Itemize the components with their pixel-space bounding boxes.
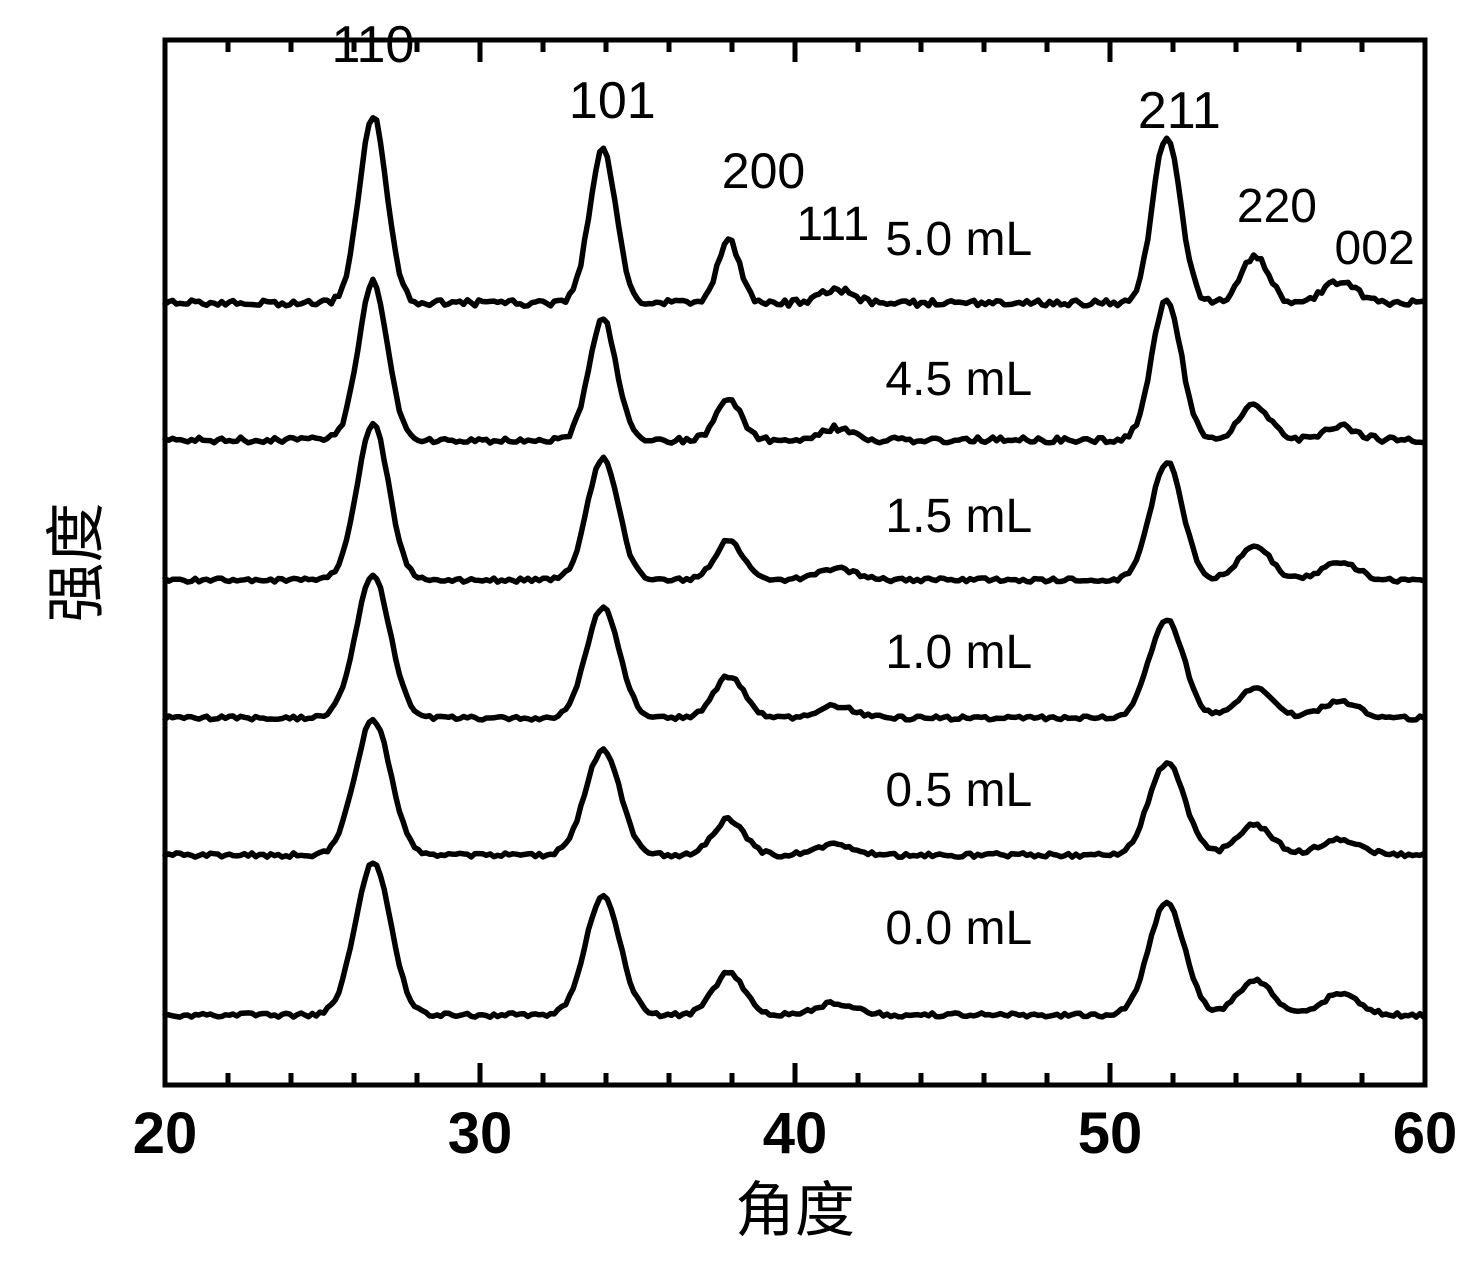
peak-label: 111 [796, 198, 869, 251]
y-axis-title: 强度 [43, 503, 110, 623]
series-label: 5.0 mL [885, 213, 1032, 266]
peak-label: 110 [331, 16, 414, 74]
series-label: 0.0 mL [885, 902, 1032, 955]
series-label: 4.5 mL [885, 353, 1032, 406]
series-trace [165, 720, 1424, 858]
x-tick-label: 50 [1078, 1101, 1143, 1166]
xrd-chart: 20 30 40 50 60 角度 强度 5.0 mL 4.5 mL 1.5 mL 1.0 mL 0.… [0, 0, 1465, 1263]
series-trace [165, 575, 1424, 720]
series-label: 0.5 mL [885, 764, 1032, 817]
x-tick-label: 60 [1393, 1101, 1458, 1166]
series-label: 1.0 mL [885, 626, 1032, 679]
peak-label: 002 [1335, 222, 1415, 275]
chart-svg: 20 30 40 50 60 角度 强度 5.0 mL 4.5 mL 1.5 mL 1.0 mL 0.… [0, 0, 1465, 1263]
series-trace [165, 424, 1424, 582]
series-trace [165, 863, 1424, 1017]
x-axis-title: 角度 [735, 1177, 855, 1244]
peak-label: 200 [722, 143, 805, 199]
series-label: 1.5 mL [885, 490, 1032, 543]
x-tick-label: 40 [763, 1101, 828, 1166]
peak-label: 101 [569, 72, 656, 130]
series-trace [165, 279, 1424, 443]
x-tick-label: 20 [133, 1101, 198, 1166]
x-tick-label: 30 [448, 1101, 513, 1166]
peak-label: 220 [1237, 180, 1317, 233]
peak-label: 211 [1138, 82, 1221, 140]
